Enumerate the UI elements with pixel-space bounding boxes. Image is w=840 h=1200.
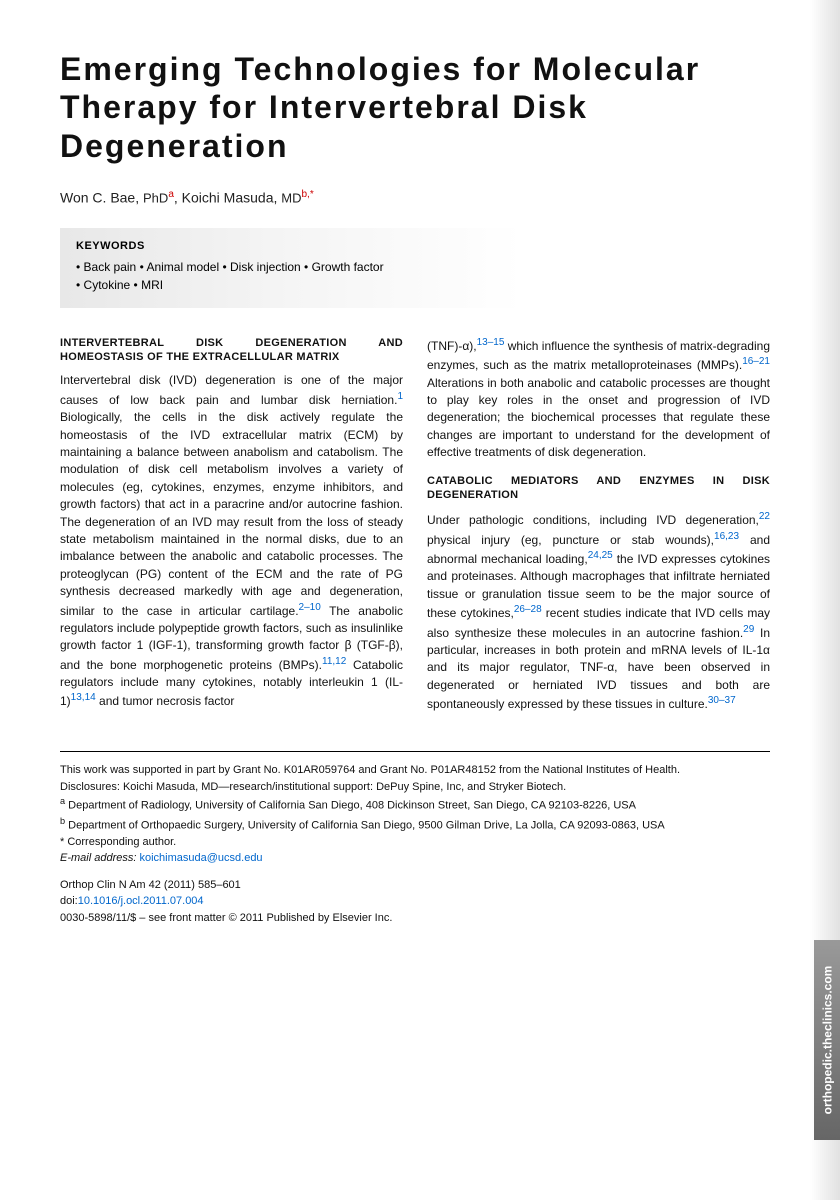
email-address[interactable]: koichimasuda@ucsd.edu (139, 852, 262, 864)
side-tab-label: orthopedic.theclinics.com (820, 966, 834, 1115)
author-2-degree: MD (281, 191, 301, 206)
journal-meta: Orthop Clin N Am 42 (2011) 585–601 doi:1… (60, 877, 770, 927)
citation[interactable]: 30–37 (708, 695, 736, 706)
citation[interactable]: 16–21 (742, 356, 770, 367)
citation[interactable]: 2–10 (299, 602, 321, 613)
author-1-name: Won C. Bae, (60, 190, 143, 206)
doi-line: doi:10.1016/j.ocl.2011.07.004 (60, 893, 770, 910)
authors-line: Won C. Bae, PhDa, Koichi Masuda, MDb,* (60, 189, 770, 206)
body-text: Biologically, the cells in the disk acti… (60, 410, 403, 617)
section-1-heading: INTERVERTEBRAL DISK DEGENERATION AND HOM… (60, 336, 403, 365)
body-text: and tumor necrosis factor (96, 694, 235, 708)
journal-citation: Orthop Clin N Am 42 (2011) 585–601 (60, 877, 770, 894)
body-text: Alterations in both anabolic and catabol… (427, 376, 770, 460)
citation[interactable]: 22 (759, 511, 770, 522)
citation[interactable]: 29 (743, 624, 754, 635)
citation[interactable]: 16,23 (714, 531, 739, 542)
column-right: (TNF)-α),13–15 which influence the synth… (427, 336, 770, 726)
citation[interactable]: 11,12 (322, 656, 346, 667)
column-left: INTERVERTEBRAL DISK DEGENERATION AND HOM… (60, 336, 403, 726)
doi-link[interactable]: 10.1016/j.ocl.2011.07.004 (78, 895, 204, 907)
citation[interactable]: 24,25 (588, 550, 613, 561)
email-line: E-mail address: koichimasuda@ucsd.edu (60, 850, 770, 867)
section-1-paragraph: Intervertebral disk (IVD) degeneration i… (60, 372, 403, 710)
keywords-box: KEYWORDS • Back pain • Animal model • Di… (60, 228, 522, 308)
disclosures: Disclosures: Koichi Masuda, MD—research/… (60, 779, 770, 796)
article-title: Emerging Technologies for Molecular Ther… (60, 50, 770, 165)
keywords-line-2: • Cytokine • MRI (76, 276, 506, 294)
section-2-heading: CATABOLIC MEDIATORS AND ENZYMES IN DISK … (427, 474, 770, 503)
citation[interactable]: 26–28 (514, 604, 542, 615)
side-tab[interactable]: orthopedic.theclinics.com (814, 940, 840, 1140)
keywords-heading: KEYWORDS (76, 240, 506, 252)
corresponding-author: * Corresponding author. (60, 834, 770, 851)
citation[interactable]: 13–15 (477, 337, 505, 348)
section-1-continued: (TNF)-α),13–15 which influence the synth… (427, 336, 770, 462)
body-columns: INTERVERTEBRAL DISK DEGENERATION AND HOM… (60, 336, 770, 726)
page: Emerging Technologies for Molecular Ther… (0, 0, 840, 1200)
body-text: Under pathologic conditions, including I… (427, 513, 759, 527)
author-2-affiliation: b, (301, 189, 309, 200)
keywords-line-1: • Back pain • Animal model • Disk inject… (76, 258, 506, 276)
author-2-name: , Koichi Masuda, (174, 190, 281, 206)
citation[interactable]: 1 (397, 391, 403, 402)
body-text: (TNF)-α), (427, 339, 477, 353)
email-label: E-mail address: (60, 852, 139, 864)
keywords-list: • Back pain • Animal model • Disk inject… (76, 258, 506, 294)
body-text: physical injury (eg, puncture or stab wo… (427, 533, 714, 547)
footer: This work was supported in part by Grant… (60, 751, 770, 926)
funding-statement: This work was supported in part by Grant… (60, 762, 770, 779)
affiliation-a-text: Department of Radiology, University of C… (68, 800, 636, 812)
section-2-paragraph: Under pathologic conditions, including I… (427, 510, 770, 713)
affiliation-a: a Department of Radiology, University of… (60, 795, 770, 814)
corresponding-star: * (310, 189, 314, 200)
copyright-line: 0030-5898/11/$ – see front matter © 2011… (60, 910, 770, 927)
author-1-degree: PhD (143, 191, 168, 206)
body-text: Intervertebral disk (IVD) degeneration i… (60, 373, 403, 406)
affiliation-b-text: Department of Orthopaedic Surgery, Unive… (68, 819, 665, 831)
doi-label: doi: (60, 895, 78, 907)
citation[interactable]: 13,14 (71, 692, 96, 703)
affiliation-b: b Department of Orthopaedic Surgery, Uni… (60, 815, 770, 834)
